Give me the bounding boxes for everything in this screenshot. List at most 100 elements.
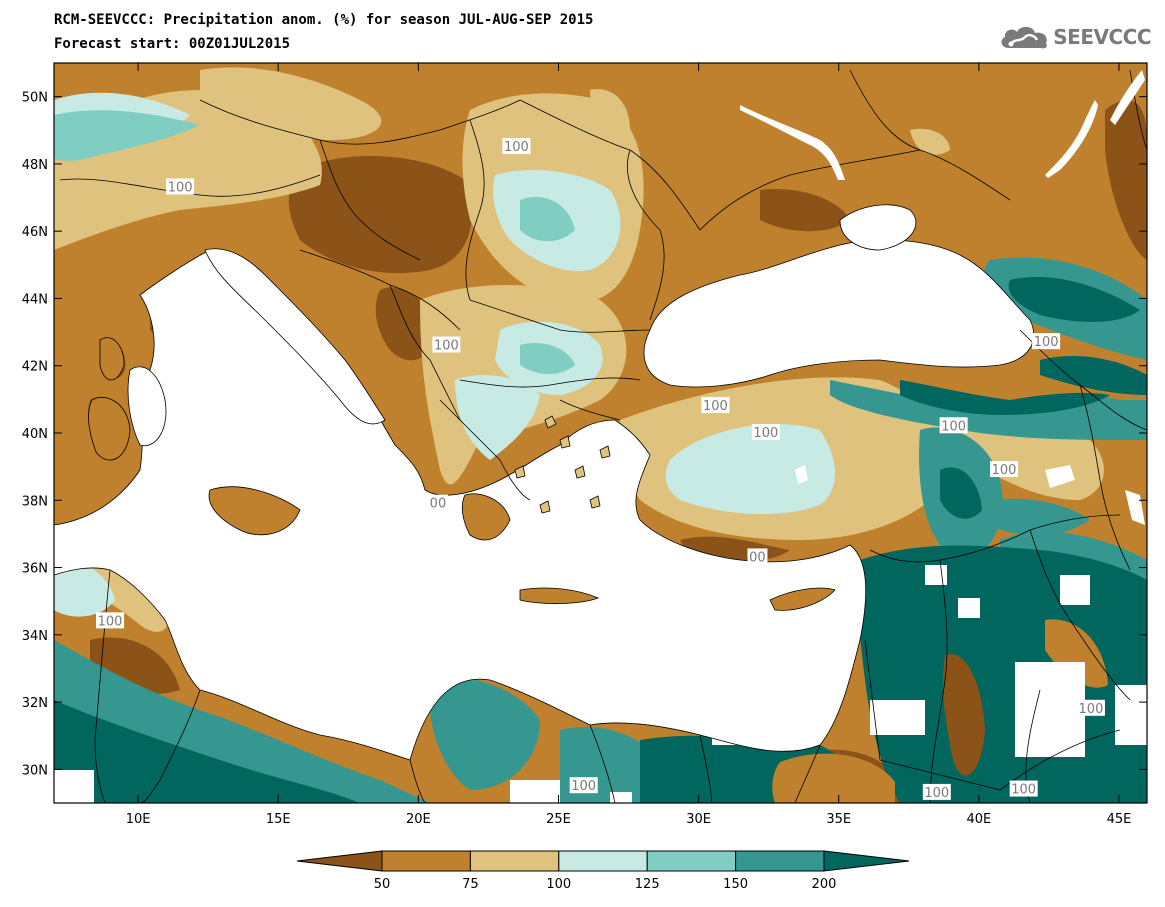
region-dark-brown xyxy=(288,156,472,274)
adriatic-sea xyxy=(204,248,386,425)
legend-tick-label: 50 xyxy=(374,877,391,892)
contour-label: 100 xyxy=(434,339,459,354)
contour-label: 100 xyxy=(753,426,778,441)
no-data-patch xyxy=(610,792,632,803)
legend-tick-label: 200 xyxy=(812,877,837,892)
contour-label: 100 xyxy=(1034,335,1059,350)
region-teal xyxy=(990,498,1090,536)
logo-text: SEEVCCC xyxy=(1053,25,1151,49)
y-tick-label: 38N xyxy=(22,494,48,509)
y-tick-label: 42N xyxy=(22,360,48,375)
contour-label: 100 xyxy=(992,463,1017,478)
legend-swatch xyxy=(646,850,737,872)
y-tick-label: 30N xyxy=(22,763,48,778)
y-tick-label: 50N xyxy=(22,91,48,106)
region-mid-teal xyxy=(54,110,200,161)
sardinia xyxy=(88,396,131,461)
contour-label: 100 xyxy=(941,419,966,434)
region-light-tan xyxy=(200,67,382,140)
x-tick-label: 45E xyxy=(1107,812,1132,827)
contour-label-bg xyxy=(96,612,125,629)
legend-swatch xyxy=(381,850,471,872)
x-tick-label: 40E xyxy=(966,812,991,827)
contour-label-bg xyxy=(1009,780,1038,797)
contour-label-bg xyxy=(1076,699,1105,716)
y-tick-label: 32N xyxy=(22,696,48,711)
aegean-islands xyxy=(514,415,611,514)
legend-swatch xyxy=(296,850,383,872)
contour-label: 100 xyxy=(168,180,193,195)
y-tick-label: 40N xyxy=(22,427,48,442)
anomaly-regions xyxy=(54,67,1147,803)
x-tick-label: 15E xyxy=(266,812,291,827)
contour-label: 100 xyxy=(1011,783,1036,798)
contour-label: 100 xyxy=(703,399,728,414)
x-tick-label: 25E xyxy=(546,812,571,827)
region-dark-brown xyxy=(760,189,850,232)
legend-tick-label: 100 xyxy=(546,877,571,892)
region-dark-teal xyxy=(54,700,360,803)
contour-label: 100 xyxy=(98,614,123,629)
legend-swatch xyxy=(469,850,560,872)
region-dark-teal xyxy=(1008,276,1140,322)
region-dark-teal xyxy=(1040,355,1147,395)
no-data-patch xyxy=(1060,575,1090,605)
region-teal xyxy=(429,677,540,790)
no-data-patch xyxy=(1045,465,1075,488)
contour-label-bg xyxy=(166,178,195,195)
y-tick-label: 46N xyxy=(22,225,48,240)
region-brown xyxy=(1045,619,1108,688)
contour-label: 00 xyxy=(749,550,766,565)
contour-label-bg xyxy=(1032,333,1061,350)
region-dark-teal xyxy=(940,467,982,519)
legend-tick-label: 125 xyxy=(635,877,660,892)
region-mid-teal xyxy=(520,196,575,242)
y-tick-label: 36N xyxy=(22,562,48,577)
contour-label-bg xyxy=(751,424,780,440)
contour-label: 100 xyxy=(924,786,949,801)
contour-label: 100 xyxy=(571,779,596,794)
river-gaps xyxy=(740,70,1145,484)
contour-label: 00 xyxy=(430,497,447,512)
seevccc-logo: SEEVCCC xyxy=(997,22,1151,52)
region-dark-brown xyxy=(1105,100,1147,260)
color-legend: 50 75 100 125 150 200 xyxy=(296,850,910,892)
contour-labels: 100 100 100 100 100 100 100 100 100 00 00 100 100 100… xyxy=(96,138,1105,801)
region-light-tan xyxy=(910,128,950,155)
no-data-patch xyxy=(54,770,94,803)
contour-label: 100 xyxy=(504,140,529,155)
sicily xyxy=(208,486,301,536)
region-brown xyxy=(772,753,895,803)
contour-label-bg xyxy=(990,461,1019,477)
legend-swatch xyxy=(823,850,910,872)
no-data-patch xyxy=(1015,662,1085,757)
contour-label-bg xyxy=(701,397,730,414)
corsica xyxy=(99,337,125,381)
y-tick-label: 48N xyxy=(22,158,48,173)
chart-title: RCM-SEEVCCC: Precipitation anom. (%) for… xyxy=(54,12,594,28)
y-axis: 50N 48N 46N 44N 42N 40N 38N 36N 34N 32N 30N xyxy=(22,91,1147,778)
contour-label-bg xyxy=(922,783,951,800)
x-tick-label: 20E xyxy=(406,812,431,827)
sea xyxy=(54,204,1035,761)
contour-label: 100 xyxy=(1079,702,1104,717)
region-dark-brown xyxy=(942,654,985,776)
y-tick-label: 34N xyxy=(22,629,48,644)
cyprus xyxy=(769,587,836,611)
no-data-patch xyxy=(925,565,947,585)
region-pale-teal xyxy=(54,559,115,617)
no-data-patch xyxy=(1115,685,1147,745)
islands xyxy=(88,337,836,611)
y-tick-label: 44N xyxy=(22,292,48,307)
region-pale-teal xyxy=(455,375,540,460)
no-data-patch xyxy=(870,700,925,735)
crete xyxy=(519,587,600,604)
country-boundaries xyxy=(59,69,1147,803)
region-dark-teal xyxy=(900,380,1110,415)
no-data-patch xyxy=(1125,490,1145,525)
contour-label-bg xyxy=(747,548,768,565)
no-data-patch xyxy=(958,598,980,618)
contour-label-bg xyxy=(427,494,448,511)
x-tick-label: 30E xyxy=(686,812,711,827)
